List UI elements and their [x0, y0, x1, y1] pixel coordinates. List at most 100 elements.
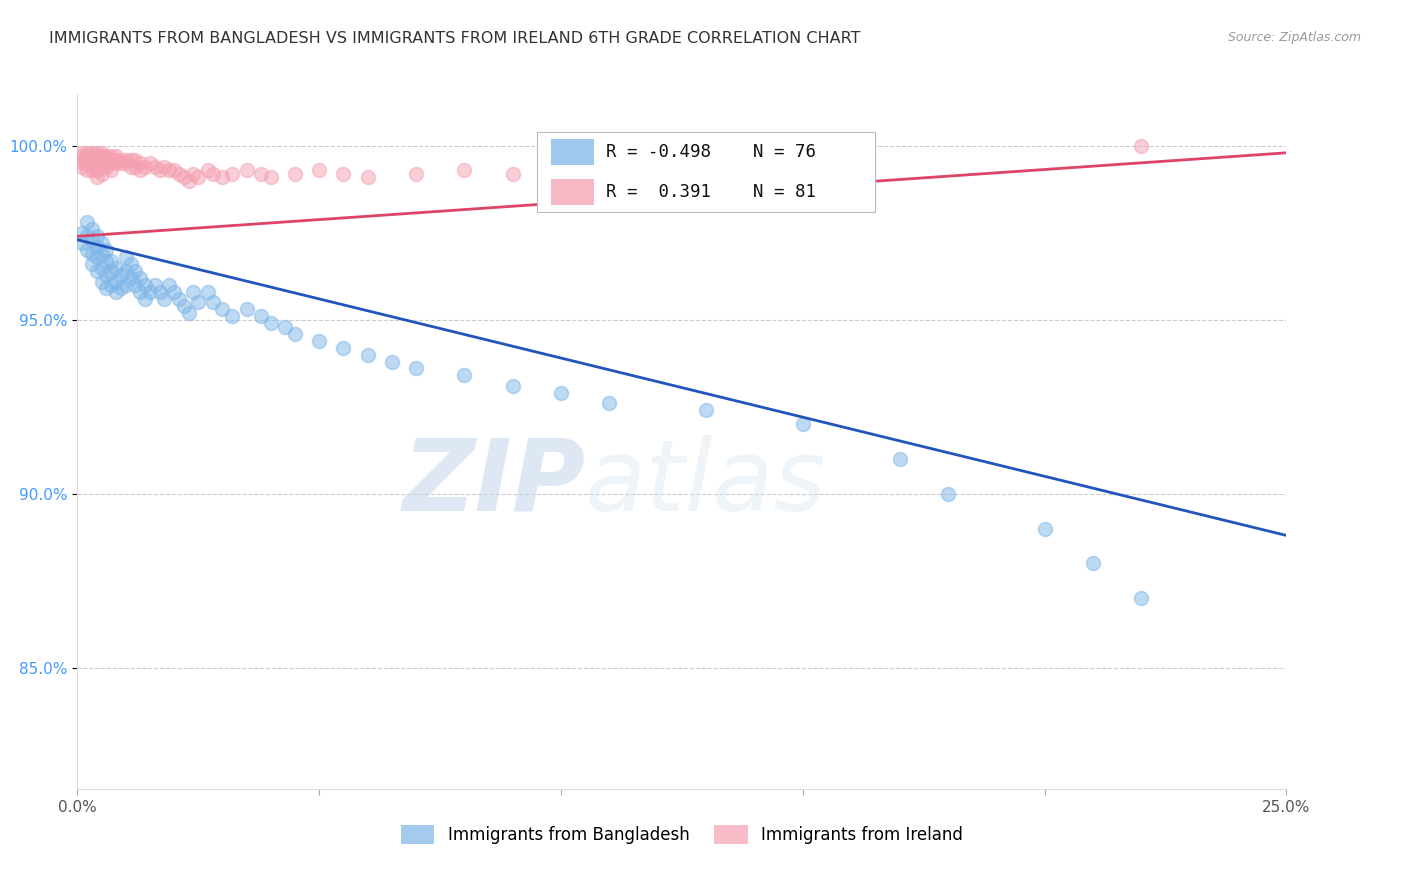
- Point: [308, 334, 330, 348]
- Point: [792, 417, 814, 431]
- Point: [332, 167, 354, 181]
- Point: [70, 156, 93, 170]
- Point: [139, 156, 162, 170]
- Point: [134, 277, 156, 292]
- Point: [134, 292, 156, 306]
- Point: [70, 236, 93, 251]
- Text: R = -0.498    N = 76: R = -0.498 N = 76: [606, 143, 815, 161]
- Point: [250, 310, 273, 324]
- Point: [124, 277, 146, 292]
- Point: [260, 170, 283, 185]
- Point: [100, 253, 122, 268]
- Point: [105, 275, 128, 289]
- Point: [284, 326, 307, 341]
- Point: [405, 361, 427, 376]
- Point: [105, 285, 128, 299]
- Point: [197, 163, 219, 178]
- Point: [167, 167, 190, 181]
- Point: [90, 260, 112, 275]
- Point: [80, 246, 103, 260]
- Point: [211, 302, 233, 317]
- Point: [100, 277, 122, 292]
- Point: [550, 385, 572, 400]
- Point: [70, 149, 93, 163]
- Point: [86, 163, 108, 178]
- Point: [1033, 521, 1056, 535]
- Point: [381, 354, 404, 368]
- Point: [76, 163, 98, 178]
- Point: [187, 170, 209, 185]
- Point: [76, 215, 98, 229]
- Point: [96, 160, 118, 174]
- Point: [163, 163, 186, 178]
- Point: [96, 281, 118, 295]
- Point: [105, 153, 128, 167]
- Point: [124, 264, 146, 278]
- Point: [114, 250, 136, 264]
- Point: [90, 145, 112, 160]
- Point: [1130, 591, 1153, 605]
- Point: [80, 222, 103, 236]
- Point: [76, 153, 98, 167]
- Point: [1130, 138, 1153, 153]
- Point: [76, 229, 98, 244]
- Point: [80, 257, 103, 271]
- Text: R =  0.391    N = 81: R = 0.391 N = 81: [606, 183, 815, 201]
- Point: [80, 149, 103, 163]
- Point: [114, 153, 136, 167]
- Point: [86, 250, 108, 264]
- Point: [356, 170, 378, 185]
- Point: [90, 153, 112, 167]
- Point: [105, 149, 128, 163]
- Point: [124, 160, 146, 174]
- Point: [80, 233, 103, 247]
- Point: [647, 163, 669, 178]
- Point: [153, 160, 176, 174]
- Point: [502, 167, 524, 181]
- Point: [598, 167, 620, 181]
- Point: [86, 240, 108, 254]
- Bar: [537, 132, 876, 212]
- Point: [70, 226, 93, 240]
- Point: [157, 163, 180, 178]
- Point: [76, 156, 98, 170]
- Point: [70, 145, 93, 160]
- Point: [110, 156, 132, 170]
- Point: [157, 277, 180, 292]
- Point: [598, 396, 620, 410]
- Point: [183, 285, 205, 299]
- Point: [70, 153, 93, 167]
- Point: [134, 160, 156, 174]
- Point: [76, 149, 98, 163]
- Bar: [551, 178, 593, 205]
- Point: [100, 156, 122, 170]
- Point: [76, 145, 98, 160]
- Point: [221, 310, 243, 324]
- Point: [235, 163, 257, 178]
- Point: [163, 285, 186, 299]
- Point: [148, 285, 170, 299]
- Point: [96, 156, 118, 170]
- Point: [96, 268, 118, 282]
- Point: [356, 347, 378, 361]
- Text: IMMIGRANTS FROM BANGLADESH VS IMMIGRANTS FROM IRELAND 6TH GRADE CORRELATION CHAR: IMMIGRANTS FROM BANGLADESH VS IMMIGRANTS…: [49, 31, 860, 46]
- Point: [1081, 556, 1104, 570]
- Point: [90, 275, 112, 289]
- Point: [177, 306, 200, 320]
- Text: ZIP: ZIP: [402, 434, 585, 532]
- Point: [250, 167, 273, 181]
- Point: [86, 229, 108, 244]
- Point: [110, 268, 132, 282]
- Point: [96, 243, 118, 257]
- Point: [129, 285, 152, 299]
- Point: [173, 299, 195, 313]
- Point: [120, 153, 142, 167]
- Point: [211, 170, 233, 185]
- Point: [260, 316, 283, 330]
- Point: [201, 295, 224, 310]
- Point: [183, 167, 205, 181]
- Point: [105, 260, 128, 275]
- Point: [80, 153, 103, 167]
- Point: [936, 486, 959, 500]
- Point: [405, 167, 427, 181]
